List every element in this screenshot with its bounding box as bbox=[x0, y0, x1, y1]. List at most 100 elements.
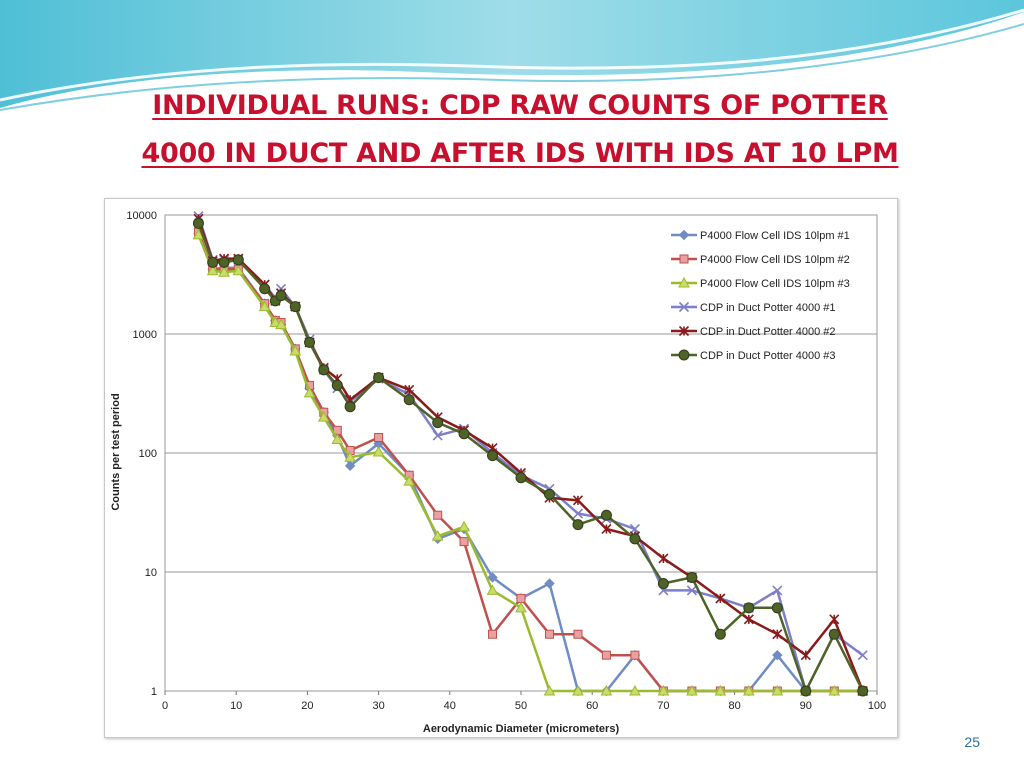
line-chart: 1 10 100 1000 10000 0 10 20 30 40 50 60 70 80 90 100 P4… bbox=[110, 210, 886, 735]
x-axis-label: Aerodynamic Diameter (micrometers) bbox=[423, 723, 620, 735]
legend-marker bbox=[678, 301, 690, 313]
data-point bbox=[772, 585, 783, 596]
data-point bbox=[800, 685, 812, 697]
data-point bbox=[600, 509, 612, 521]
data-point bbox=[488, 629, 498, 639]
data-point bbox=[772, 649, 783, 661]
x-tick-label: 50 bbox=[515, 700, 527, 712]
legend-entry: P4000 Flow Cell IDS 10lpm #3 bbox=[671, 276, 850, 290]
data-point bbox=[303, 386, 316, 398]
data-point bbox=[572, 684, 584, 696]
data-point bbox=[601, 650, 611, 660]
data-point bbox=[572, 508, 584, 519]
data-point bbox=[601, 523, 612, 535]
legend-entry: P4000 Flow Cell IDS 10lpm #2 bbox=[671, 254, 850, 266]
legend-entry: CDP in Duct Potter 4000 #3 bbox=[671, 349, 836, 362]
legend-marker bbox=[678, 349, 690, 361]
x-tick-label: 40 bbox=[444, 700, 456, 712]
y-tick-label: 100 bbox=[139, 448, 157, 460]
data-point bbox=[232, 264, 245, 276]
data-point bbox=[686, 585, 697, 596]
data-point bbox=[572, 519, 584, 531]
data-point bbox=[516, 593, 526, 603]
x-tick-label: 90 bbox=[800, 700, 812, 712]
data-point bbox=[772, 629, 783, 640]
data-point bbox=[331, 433, 344, 444]
data-point bbox=[404, 384, 415, 395]
legend-entry: P4000 Flow Cell IDS 10lpm #1 bbox=[671, 229, 850, 242]
data-point bbox=[373, 372, 385, 384]
x-tick-label: 30 bbox=[372, 700, 384, 712]
data-point bbox=[432, 430, 443, 441]
legend-entry: CDP in Duct Potter 4000 #1 bbox=[671, 301, 836, 314]
data-point bbox=[344, 460, 356, 472]
y-tick-label: 1000 bbox=[133, 329, 157, 341]
data-point bbox=[629, 533, 641, 545]
x-tick-label: 20 bbox=[301, 700, 313, 712]
data-point bbox=[258, 300, 271, 312]
data-point bbox=[686, 571, 698, 583]
data-point bbox=[572, 495, 584, 506]
data-point bbox=[828, 628, 840, 640]
data-point bbox=[771, 684, 784, 696]
y-tick-label: 1 bbox=[151, 686, 157, 698]
data-point bbox=[742, 684, 755, 696]
data-point bbox=[433, 510, 443, 520]
data-point bbox=[829, 614, 840, 625]
data-point bbox=[275, 318, 287, 330]
data-point bbox=[374, 432, 384, 442]
legend-label: CDP in Duct Potter 4000 #1 bbox=[700, 302, 836, 314]
data-point bbox=[515, 472, 527, 484]
data-point bbox=[657, 684, 670, 696]
data-point bbox=[344, 451, 356, 462]
data-point bbox=[857, 685, 869, 697]
data-point bbox=[544, 629, 554, 639]
data-point bbox=[657, 578, 669, 590]
x-tick-label: 70 bbox=[657, 700, 669, 712]
legend-label: CDP in Duct Potter 4000 #3 bbox=[700, 350, 836, 362]
data-point bbox=[487, 450, 499, 462]
data-point bbox=[629, 684, 641, 696]
data-point bbox=[192, 217, 204, 229]
data-point bbox=[543, 684, 556, 696]
data-point bbox=[269, 316, 282, 327]
data-point bbox=[658, 553, 669, 564]
legend-marker bbox=[678, 325, 690, 337]
data-point bbox=[289, 344, 302, 356]
x-tick-label: 100 bbox=[868, 700, 886, 712]
x-tick-label: 80 bbox=[728, 700, 740, 712]
series-group bbox=[192, 217, 869, 697]
data-point bbox=[259, 283, 271, 295]
data-point bbox=[743, 614, 754, 625]
data-point bbox=[573, 629, 583, 639]
data-point bbox=[218, 266, 230, 277]
legend-marker bbox=[678, 276, 690, 288]
x-tick-label: 0 bbox=[162, 700, 168, 712]
data-point bbox=[331, 379, 343, 391]
legend-label: CDP in Duct Potter 4000 #2 bbox=[700, 326, 836, 338]
data-point bbox=[544, 578, 555, 589]
data-point bbox=[403, 475, 416, 486]
data-point bbox=[344, 401, 356, 413]
data-point bbox=[206, 264, 219, 276]
legend-entry: CDP in Duct Potter 4000 #2 bbox=[671, 325, 836, 338]
data-point bbox=[289, 301, 301, 313]
x-tick-label: 60 bbox=[586, 700, 598, 712]
data-point bbox=[600, 684, 613, 696]
data-point bbox=[515, 601, 527, 613]
data-point bbox=[487, 572, 498, 583]
data-point bbox=[629, 523, 640, 535]
data-point bbox=[743, 602, 755, 614]
data-point bbox=[828, 684, 841, 696]
y-tick-label: 10000 bbox=[126, 210, 157, 222]
page-number: 25 bbox=[964, 734, 980, 750]
data-point bbox=[218, 256, 230, 268]
slide-title-line-2: 4000 IN DUCT AND AFTER IDS WITH IDS AT 1… bbox=[141, 138, 899, 169]
data-point bbox=[317, 411, 330, 422]
data-point bbox=[275, 290, 287, 302]
data-point bbox=[372, 445, 385, 457]
data-point bbox=[771, 602, 783, 614]
y-tick-label: 10 bbox=[145, 567, 157, 579]
data-point bbox=[857, 650, 868, 661]
data-point bbox=[686, 684, 698, 696]
